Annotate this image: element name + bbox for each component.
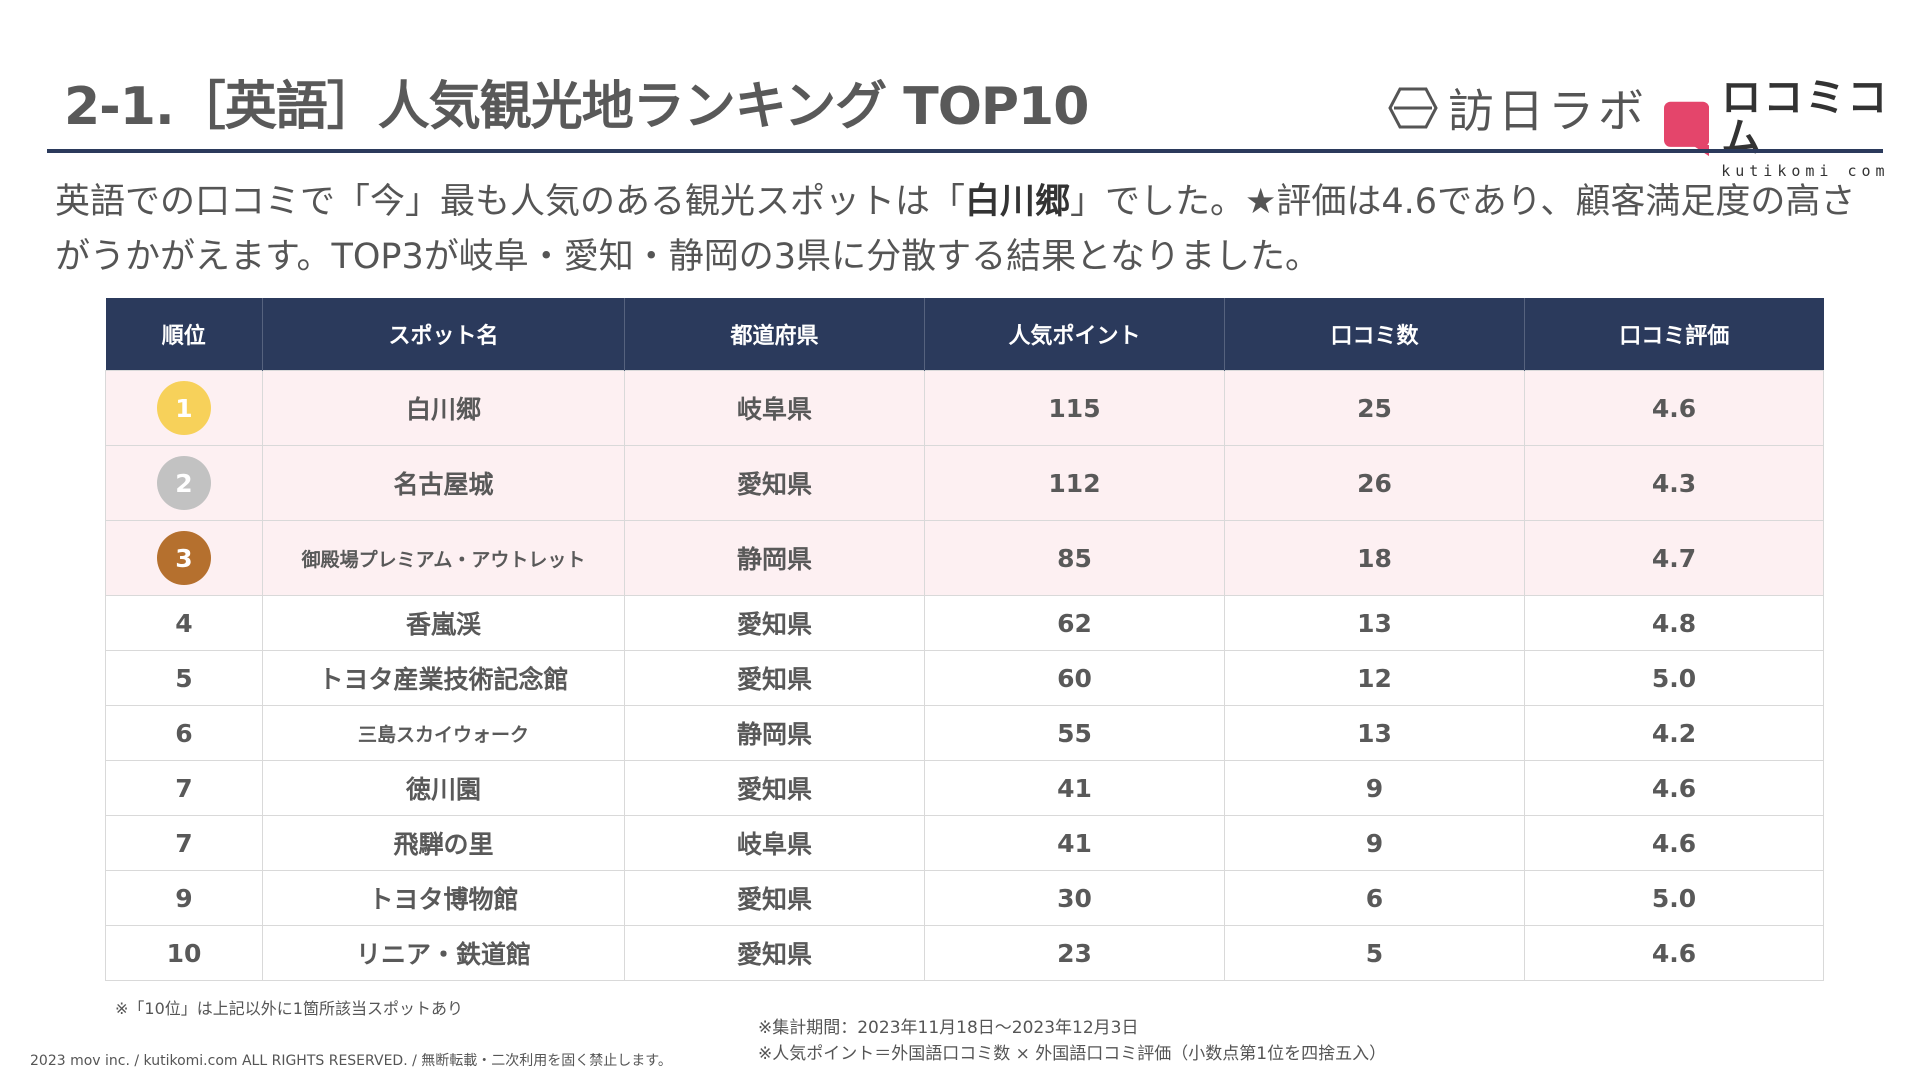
ranking-table: 順位 スポット名 都道府県 人気ポイント 口コミ数 口コミ評価 1 白川郷 岐阜… <box>105 298 1824 981</box>
points-cell: 30 <box>924 870 1225 926</box>
table-row: 5 トヨタ産業技術記念館 愛知県 60 12 5.0 <box>105 650 1824 706</box>
count-cell: 25 <box>1224 370 1525 446</box>
rating-cell: 4.8 <box>1524 595 1824 651</box>
table-header-row: 順位 スポット名 都道府県 人気ポイント 口コミ数 口コミ評価 <box>105 298 1824 371</box>
count-cell: 6 <box>1224 870 1525 926</box>
hexagon-icon <box>1388 87 1438 129</box>
speech-bubble-icon <box>1664 101 1710 156</box>
rank-cell: 5 <box>105 650 263 706</box>
count-cell: 9 <box>1224 760 1525 816</box>
header-rank: 順位 <box>105 298 263 371</box>
rank-cell: 7 <box>105 760 263 816</box>
points-cell: 112 <box>924 445 1225 521</box>
rating-cell: 5.0 <box>1524 650 1824 706</box>
page-title: 2-1.［英語］人気観光地ランキング TOP10 <box>64 77 1089 137</box>
spot-cell: トヨタ産業技術記念館 <box>262 650 625 706</box>
points-cell: 23 <box>924 925 1225 981</box>
points-cell: 41 <box>924 815 1225 871</box>
header-points: 人気ポイント <box>924 298 1225 371</box>
rank-cell: 7 <box>105 815 263 871</box>
rating-cell: 4.6 <box>1524 370 1824 446</box>
table-row: 4 香嵐渓 愛知県 62 13 4.8 <box>105 595 1824 651</box>
spot-cell: 飛騨の里 <box>262 815 625 871</box>
table-row: 7 飛騨の里 岐阜県 41 9 4.6 <box>105 815 1824 871</box>
table-row: 6 三島スカイウォーク 静岡県 55 13 4.2 <box>105 705 1824 761</box>
lead-text: 英語での口コミで「今」最も人気のある観光スポットは「白川郷」でした。★評価は4.… <box>55 175 1875 285</box>
prefecture-cell: 愛知県 <box>624 445 925 521</box>
period-note: ※集計期間：2023年11月18日〜2023年12月3日 <box>758 1018 1139 1038</box>
table-row: 9 トヨタ博物館 愛知県 30 6 5.0 <box>105 870 1824 926</box>
points-cell: 41 <box>924 760 1225 816</box>
rating-cell: 5.0 <box>1524 870 1824 926</box>
rank-cell: 10 <box>105 925 263 981</box>
rank-cell: 6 <box>105 705 263 761</box>
rank-cell: 2 <box>105 445 263 521</box>
hojin-lab-logo: 訪日ラボ <box>1388 78 1648 138</box>
header-review-rating: 口コミ評価 <box>1524 298 1824 371</box>
prefecture-cell: 静岡県 <box>624 520 925 596</box>
points-cell: 62 <box>924 595 1225 651</box>
count-cell: 13 <box>1224 705 1525 761</box>
prefecture-cell: 愛知県 <box>624 870 925 926</box>
copyright: 2023 mov inc. / kutikomi.com ALL RIGHTS … <box>30 1053 672 1069</box>
prefecture-cell: 岐阜県 <box>624 815 925 871</box>
count-cell: 9 <box>1224 815 1525 871</box>
spot-cell: リニア・鉄道館 <box>262 925 625 981</box>
rating-cell: 4.6 <box>1524 925 1824 981</box>
points-cell: 85 <box>924 520 1225 596</box>
spot-cell: 香嵐渓 <box>262 595 625 651</box>
spot-cell: 御殿場プレミアム・アウトレット <box>262 520 625 596</box>
table-row: 2 名古屋城 愛知県 112 26 4.3 <box>105 445 1824 521</box>
count-cell: 26 <box>1224 445 1525 521</box>
spot-cell: 名古屋城 <box>262 445 625 521</box>
points-cell: 55 <box>924 705 1225 761</box>
header-spot: スポット名 <box>262 298 625 371</box>
spot-cell: トヨタ博物館 <box>262 870 625 926</box>
points-cell: 60 <box>924 650 1225 706</box>
lead-text-part2: 」でした。★評価は4.6であり、顧客満足度の高さがうかがえます。TOP3が岐阜・… <box>55 182 1856 277</box>
silver-medal-badge: 2 <box>157 456 211 510</box>
prefecture-cell: 静岡県 <box>624 705 925 761</box>
table-row: 1 白川郷 岐阜県 115 25 4.6 <box>105 370 1824 446</box>
rank10-note: ※「10位」は上記以外に1箇所該当スポットあり <box>115 999 463 1018</box>
rank-cell: 9 <box>105 870 263 926</box>
rating-cell: 4.6 <box>1524 815 1824 871</box>
kutikomi-logo: ロコミコム kutikomi com <box>1664 78 1919 179</box>
header-review-count: 口コミ数 <box>1224 298 1525 371</box>
rating-cell: 4.3 <box>1524 445 1824 521</box>
kutikomi-logo-jp: ロコミコム <box>1721 75 1890 161</box>
table-row: 7 徳川園 愛知県 41 9 4.6 <box>105 760 1824 816</box>
title-divider <box>47 149 1883 153</box>
points-cell: 115 <box>924 370 1225 446</box>
prefecture-cell: 愛知県 <box>624 760 925 816</box>
prefecture-cell: 愛知県 <box>624 925 925 981</box>
hojin-lab-logo-text: 訪日ラボ <box>1448 84 1648 138</box>
formula-note: ※人気ポイント＝外国語口コミ数 × 外国語口コミ評価（小数点第1位を四捨五入） <box>758 1044 1387 1064</box>
count-cell: 12 <box>1224 650 1525 706</box>
count-cell: 5 <box>1224 925 1525 981</box>
gold-medal-badge: 1 <box>157 381 211 435</box>
rating-cell: 4.6 <box>1524 760 1824 816</box>
lead-highlight: 白川郷 <box>965 182 1071 222</box>
kutikomi-logo-en: kutikomi com <box>1721 162 1890 180</box>
lead-text-part1: 英語での口コミで「今」最も人気のある観光スポットは「 <box>55 182 966 222</box>
prefecture-cell: 愛知県 <box>624 650 925 706</box>
bronze-medal-badge: 3 <box>157 531 211 585</box>
rank-cell: 3 <box>105 520 263 596</box>
rating-cell: 4.7 <box>1524 520 1824 596</box>
spot-cell: 白川郷 <box>262 370 625 446</box>
spot-cell: 三島スカイウォーク <box>262 705 625 761</box>
rank-cell: 4 <box>105 595 263 651</box>
rank-cell: 1 <box>105 370 263 446</box>
spot-cell: 徳川園 <box>262 760 625 816</box>
prefecture-cell: 愛知県 <box>624 595 925 651</box>
table-row: 3 御殿場プレミアム・アウトレット 静岡県 85 18 4.7 <box>105 520 1824 596</box>
prefecture-cell: 岐阜県 <box>624 370 925 446</box>
table-row: 10 リニア・鉄道館 愛知県 23 5 4.6 <box>105 925 1824 981</box>
rating-cell: 4.2 <box>1524 705 1824 761</box>
header-prefecture: 都道府県 <box>624 298 925 371</box>
count-cell: 13 <box>1224 595 1525 651</box>
count-cell: 18 <box>1224 520 1525 596</box>
